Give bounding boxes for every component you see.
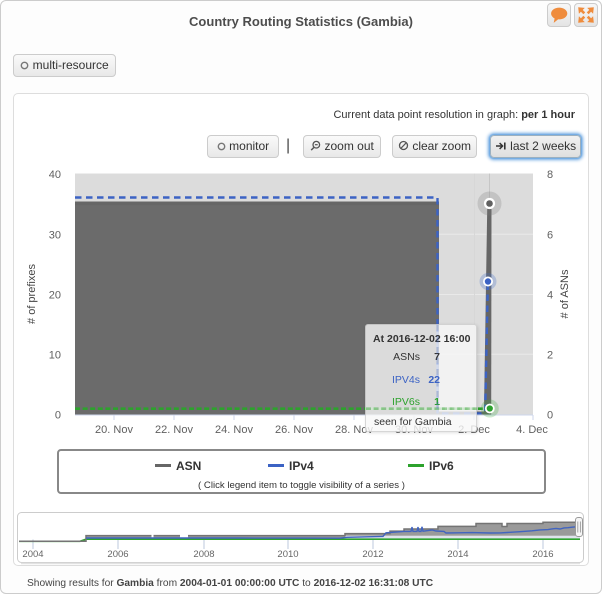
svg-text:# of ASNs: # of ASNs — [559, 269, 571, 318]
svg-text:26. Nov: 26. Nov — [275, 424, 313, 436]
svg-text:2006: 2006 — [107, 549, 128, 560]
svg-text:2004: 2004 — [22, 549, 43, 560]
svg-text:2012: 2012 — [362, 549, 383, 560]
svg-text:2016: 2016 — [532, 549, 553, 560]
svg-text:2: 2 — [547, 350, 553, 362]
svg-text:# of prefixes: # of prefixes — [26, 264, 38, 324]
svg-text:28. Nov: 28. Nov — [335, 424, 373, 436]
svg-text:8: 8 — [547, 169, 553, 181]
svg-text:0: 0 — [547, 410, 553, 422]
svg-text:2008: 2008 — [193, 549, 214, 560]
svg-text:20. Nov: 20. Nov — [95, 424, 133, 436]
svg-text:6: 6 — [547, 230, 553, 242]
svg-text:4. Dec: 4. Dec — [516, 424, 548, 436]
svg-text:24. Nov: 24. Nov — [215, 424, 253, 436]
svg-text:4: 4 — [547, 290, 553, 302]
svg-text:22. Nov: 22. Nov — [155, 424, 193, 436]
svg-text:40: 40 — [49, 169, 61, 181]
svg-text:2014: 2014 — [447, 549, 468, 560]
svg-text:0: 0 — [55, 410, 61, 422]
svg-text:30: 30 — [49, 230, 61, 242]
svg-text:2010: 2010 — [277, 549, 298, 560]
svg-text:10: 10 — [49, 350, 61, 362]
svg-text:20: 20 — [49, 290, 61, 302]
